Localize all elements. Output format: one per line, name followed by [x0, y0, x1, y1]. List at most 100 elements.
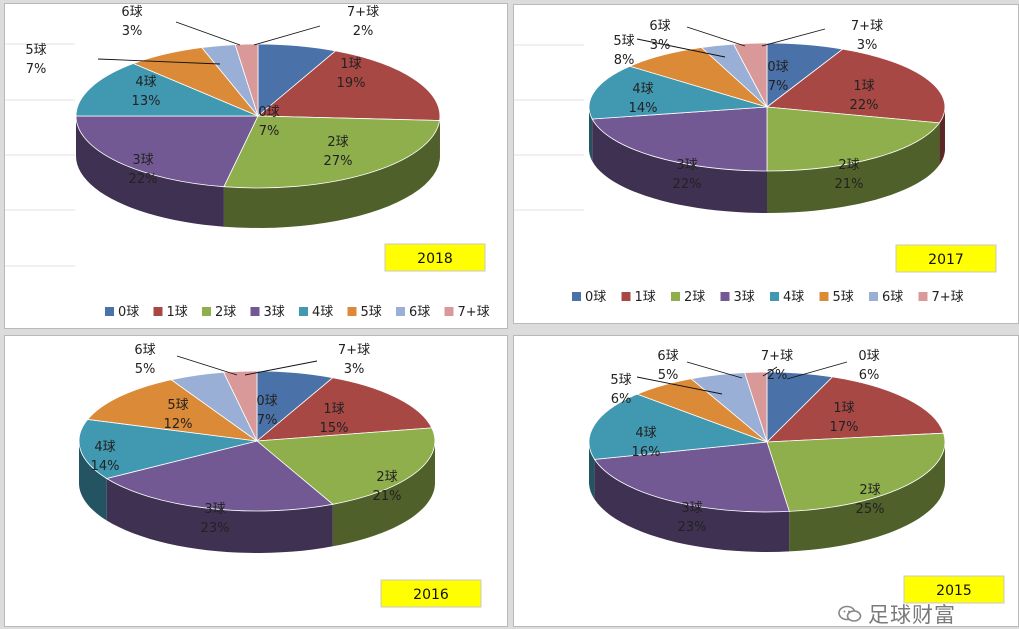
data-label-category: 3球 — [676, 158, 697, 173]
legend-entry: 5球 — [833, 290, 854, 305]
data-label-percent: 23% — [678, 520, 707, 535]
data-label-category: 1球 — [323, 402, 344, 417]
data-label-category: 7+球 — [851, 19, 883, 34]
data-label-percent: 22% — [850, 98, 879, 113]
data-label-category: 0球 — [858, 349, 879, 364]
legend-swatch-0球 — [572, 292, 581, 301]
legend-entry: 7+球 — [932, 290, 964, 305]
data-label-percent: 16% — [632, 445, 661, 460]
data-label-percent: 7% — [768, 79, 789, 94]
data-label-category: 6球 — [121, 5, 142, 20]
chart-title: 2018 — [417, 251, 453, 267]
chart-title: 2017 — [928, 252, 964, 268]
data-label-category: 5球 — [613, 34, 634, 49]
data-label-category: 2球 — [838, 158, 859, 173]
data-label-percent: 27% — [324, 154, 353, 169]
data-label-percent: 3% — [122, 24, 143, 39]
data-label-category: 3球 — [132, 153, 153, 168]
data-label-percent: 13% — [132, 94, 161, 109]
data-label-category: 7+球 — [347, 5, 379, 20]
legend-swatch-5球 — [820, 292, 829, 301]
chart-title: 2015 — [936, 583, 972, 599]
data-label-percent: 25% — [856, 502, 885, 517]
pie-slices — [589, 372, 945, 512]
data-label-category: 3球 — [681, 501, 702, 516]
data-label-category: 4球 — [94, 440, 115, 455]
data-label-category: 1球 — [340, 57, 361, 72]
data-label-category: 6球 — [134, 343, 155, 358]
data-label-percent: 6% — [611, 392, 632, 407]
data-label-category: 1球 — [833, 401, 854, 416]
legend-entry: 4球 — [312, 305, 333, 320]
data-label-category: 5球 — [167, 398, 188, 413]
data-label-category: 2球 — [859, 483, 880, 498]
legend-swatch-4球 — [299, 307, 308, 316]
data-label-category: 5球 — [25, 43, 46, 58]
data-label-category: 2球 — [376, 470, 397, 485]
data-label-percent: 3% — [650, 38, 671, 53]
pie-chart-2017: 0球7%1球22%2球21%3球22%4球14%5球8%6球3%7+球3%201… — [514, 5, 1019, 324]
data-label-category: 6球 — [649, 19, 670, 34]
data-label-percent: 15% — [320, 421, 349, 436]
data-label-percent: 22% — [129, 172, 158, 187]
data-label-category: 1球 — [853, 79, 874, 94]
data-label-percent: 8% — [614, 53, 635, 68]
legend-entry: 3球 — [734, 290, 755, 305]
legend-entry: 5球 — [361, 305, 382, 320]
data-label-percent: 14% — [91, 459, 120, 474]
pie-chart-2018: 0球 7% 1球 19% 2球 27% 3球 22% 4球 13% 5球 7% 6球 3% 7+球 2% 201… — [5, 4, 508, 329]
data-label-percent: 3% — [344, 362, 365, 377]
legend-swatch-3球 — [251, 307, 260, 316]
legend-entry: 6球 — [882, 290, 903, 305]
leader-line-6球 — [177, 356, 237, 375]
data-label-percent: 5% — [135, 362, 156, 377]
legend-swatch-5球 — [348, 307, 357, 316]
legend-swatch-4球 — [770, 292, 779, 301]
legend-entry: 0球 — [118, 305, 139, 320]
data-label-percent: 7% — [26, 62, 47, 77]
pie-chart-2016: 0球7%1球15%2球21%3球23%4球14%5球12%6球5%7+球3%20… — [5, 336, 508, 627]
data-label-percent: 2% — [353, 24, 374, 39]
legend-entry: 2球 — [684, 290, 705, 305]
data-label-percent: 12% — [164, 417, 193, 432]
legend-swatch-3球 — [721, 292, 730, 301]
legend-entry: 7+球 — [458, 305, 490, 320]
legend-swatch-7+球 — [919, 292, 928, 301]
legend-swatch-6球 — [869, 292, 878, 301]
data-label-percent: 5% — [658, 368, 679, 383]
leader-line-7+球 — [254, 26, 320, 45]
legend-entry: 1球 — [167, 305, 188, 320]
data-label-percent: 22% — [673, 177, 702, 192]
legend-swatch-2球 — [202, 307, 211, 316]
data-label-percent: 21% — [373, 489, 402, 504]
data-label-category: 0球 — [258, 105, 279, 120]
wechat-icon — [838, 604, 862, 624]
watermark-text: 足球财富 — [868, 599, 956, 629]
data-label-category: 6球 — [657, 349, 678, 364]
legend-swatch-7+球 — [445, 307, 454, 316]
leader-line-6球 — [176, 22, 240, 45]
legend-swatch-0球 — [105, 307, 114, 316]
data-label-category: 0球 — [767, 60, 788, 75]
legend-entry: 0球 — [585, 290, 606, 305]
watermark: 足球财富 — [838, 600, 956, 627]
data-label-percent: 3% — [857, 38, 878, 53]
legend-entry: 1球 — [635, 290, 656, 305]
legend: 0球 1球 2球 3球 4球 5球 6球 7+球 — [572, 290, 964, 305]
data-label-category: 4球 — [635, 426, 656, 441]
data-label-percent: 14% — [629, 101, 658, 116]
legend-entry: 2球 — [215, 305, 236, 320]
legend-entry: 3球 — [264, 305, 285, 320]
data-label-category: 4球 — [135, 75, 156, 90]
chart-title: 2016 — [413, 587, 449, 603]
data-label-percent: 23% — [201, 521, 230, 536]
data-label-category: 3球 — [204, 502, 225, 517]
data-label-percent: 17% — [830, 420, 859, 435]
data-label-category: 2球 — [327, 135, 348, 150]
legend-entry: 4球 — [783, 290, 804, 305]
data-label-percent: 19% — [337, 76, 366, 91]
data-label-percent: 7% — [259, 124, 280, 139]
data-label-percent: 6% — [859, 368, 880, 383]
